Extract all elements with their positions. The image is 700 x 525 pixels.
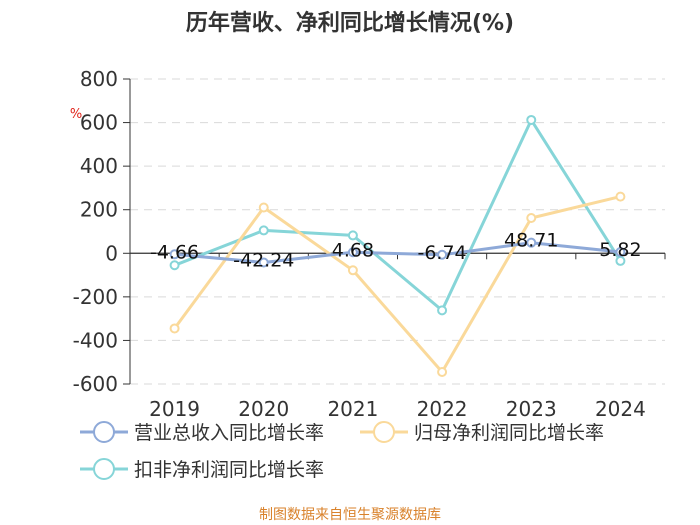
data-label: -4.66 (150, 241, 199, 263)
data-point (258, 257, 269, 268)
y-tick-label: -400 (73, 328, 118, 352)
series-group (169, 114, 626, 378)
data-labels: -4.66 -42.24 4.68 -6.74 48.71 5.82 (150, 230, 642, 272)
axes: 800 600 400 200 0 -200 -400 -600% 2019 2020 2021 20… (70, 67, 666, 421)
x-tick-label: 2020 (238, 397, 289, 421)
data-point (437, 249, 448, 260)
data-point (526, 114, 537, 125)
series-line-1 (174, 241, 621, 264)
y-tick-label: 200 (80, 198, 118, 222)
data-point (258, 202, 269, 213)
data-point (347, 230, 358, 241)
legend-label: 扣非净利润同比增长率 (134, 459, 324, 481)
data-point (258, 225, 269, 236)
data-point (615, 247, 626, 258)
legend-marker (93, 421, 115, 443)
data-point (615, 191, 626, 202)
data-point (347, 247, 358, 258)
y-tick-label: 600 (80, 111, 118, 135)
y-tick-label: -600 (73, 372, 118, 396)
x-tick-label: 2019 (149, 397, 200, 421)
x-tick-label: 2021 (327, 397, 378, 421)
gridlines (130, 78, 665, 385)
x-tick-label: 2024 (595, 397, 646, 421)
x-tick-label: 2023 (506, 397, 557, 421)
legend-label: 营业总收入同比增长率 (134, 422, 324, 444)
y-tick-label: 800 (80, 67, 118, 91)
data-point (437, 305, 448, 316)
data-point (437, 367, 448, 378)
data-label: -6.74 (417, 242, 466, 264)
series-line-3 (174, 118, 622, 312)
y-tick-label: 0 (105, 241, 118, 265)
data-label: 48.71 (504, 230, 558, 252)
data-label: -42.24 (233, 249, 294, 271)
data-point (526, 212, 537, 223)
y-tick-label: -200 (73, 285, 118, 309)
data-point (347, 265, 358, 276)
chart-title: 历年营收、净利同比增长情况(%) (186, 10, 514, 36)
y-unit-label: % (70, 107, 82, 122)
data-point (169, 260, 180, 271)
legend-label: 归母净利润同比增长率 (414, 422, 604, 444)
data-label: 4.68 (332, 239, 374, 261)
x-tick-label: 2022 (417, 397, 468, 421)
data-label: 5.82 (599, 239, 641, 261)
y-tick-label: 400 (80, 154, 118, 178)
legend-marker (373, 421, 395, 443)
source-note: 制图数据来自恒生聚源数据库 (259, 507, 441, 523)
data-point (169, 323, 180, 334)
data-point (169, 249, 180, 260)
series-line-2 (173, 195, 621, 374)
legend-marker (93, 458, 115, 480)
data-point (526, 237, 537, 248)
